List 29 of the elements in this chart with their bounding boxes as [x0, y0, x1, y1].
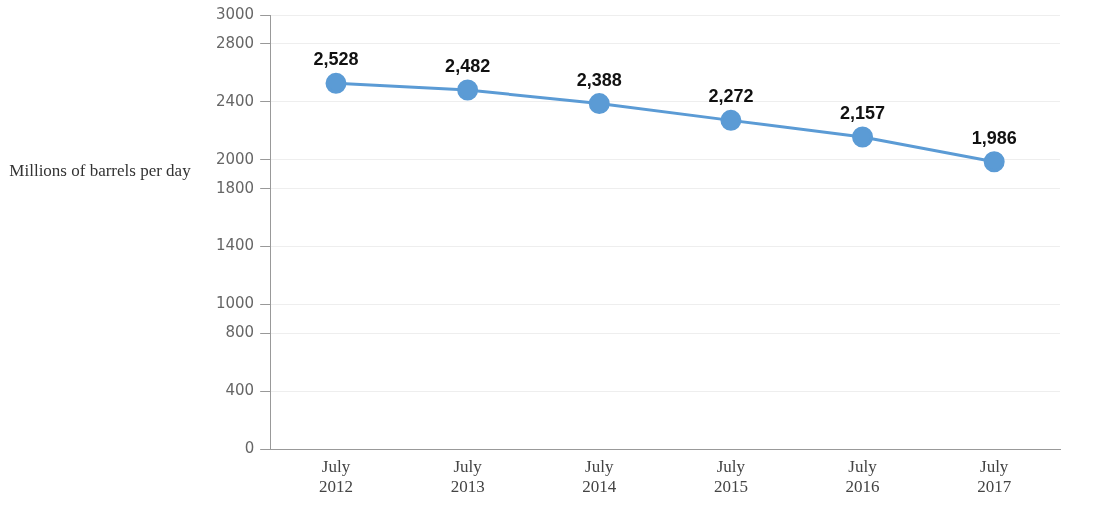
x-tick-label: July 2014 — [582, 456, 617, 497]
point — [983, 151, 1005, 173]
data-label: 2,482 — [445, 55, 491, 76]
data-label: 2,157 — [840, 102, 886, 123]
point — [457, 79, 479, 101]
y-tick-label: 400 — [225, 381, 255, 400]
y-tick-label: 0 — [244, 439, 255, 458]
data-label: 2,272 — [708, 86, 754, 107]
data-label: 2,528 — [313, 49, 359, 70]
x-tick-label: July 2015 — [713, 456, 748, 497]
y-tick-label: 1000 — [215, 294, 255, 313]
x-tick-label: July 2017 — [977, 456, 1012, 497]
point — [588, 93, 610, 115]
x-tick-label: July 2012 — [318, 456, 353, 497]
y-tick-label: 800 — [225, 323, 255, 342]
point — [852, 126, 874, 148]
y-tick-label: 2400 — [215, 91, 255, 110]
point — [720, 109, 742, 131]
x-tick-label: July 2013 — [450, 456, 485, 497]
y-tick-label: 2800 — [215, 33, 255, 52]
y-tick-label: 1400 — [215, 236, 255, 255]
data-label: 2,388 — [576, 69, 622, 90]
y-tick-label: 3000 — [215, 4, 255, 23]
y-tick-label: 2000 — [215, 149, 255, 168]
y-axis-title: Millions of barrels per day — [8, 160, 192, 182]
x-tick-label: July 2016 — [845, 456, 880, 497]
data-label: 1,986 — [971, 127, 1017, 148]
point — [325, 72, 347, 94]
y-tick-label: 1800 — [215, 178, 255, 197]
